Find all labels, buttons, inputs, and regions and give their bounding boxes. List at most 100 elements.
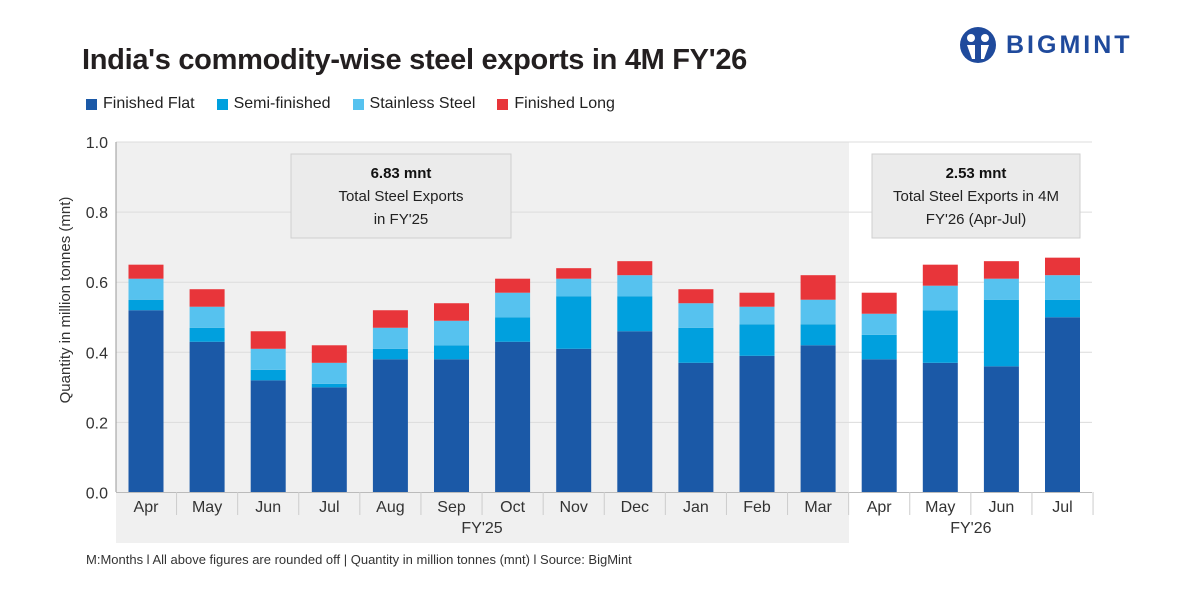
- chart-title: India's commodity-wise steel exports in …: [82, 44, 747, 76]
- bar-segment-finished-flat: [800, 345, 836, 493]
- bar-segment-semi-finished: [495, 317, 531, 342]
- bar-segment-finished-long: [739, 292, 775, 307]
- legend-label: Stainless Steel: [369, 95, 476, 112]
- annotation-line: Total Steel Exports: [338, 188, 463, 205]
- legend-item-finished-long: Finished Long: [497, 95, 615, 113]
- bar-segment-finished-long: [556, 268, 592, 279]
- y-tick-label: 1.0: [86, 135, 108, 152]
- x-group-label: FY'26: [950, 520, 991, 537]
- bar-segment-finished-flat: [434, 359, 469, 493]
- bar-segment-finished-long: [678, 289, 714, 304]
- bar-segment-stainless-steel: [189, 306, 225, 328]
- bar-segment-stainless-steel: [617, 275, 653, 297]
- bar-segment-finished-flat: [922, 362, 958, 493]
- bar-segment-stainless-steel: [983, 278, 1019, 300]
- legend-swatch: [86, 98, 97, 110]
- bar-segment-semi-finished: [189, 327, 225, 342]
- y-tick-label: 0.2: [86, 415, 108, 432]
- bar-segment-finished-flat: [311, 387, 347, 493]
- y-tick-label: 0.6: [86, 275, 108, 292]
- x-tick-label: Jan: [683, 499, 709, 516]
- annotation-line: in FY'25: [374, 211, 429, 228]
- bar-segment-finished-long: [800, 275, 836, 300]
- bar-segment-semi-finished: [678, 327, 714, 363]
- annotation-total: 6.83 mnt: [371, 165, 432, 182]
- bar-segment-finished-long: [189, 289, 225, 307]
- bar-segment-stainless-steel: [922, 285, 958, 311]
- y-tick-label: 0.0: [86, 486, 108, 503]
- bar-segment-semi-finished: [861, 334, 897, 360]
- bar-segment-finished-flat: [372, 359, 408, 493]
- legend-label: Semi-finished: [233, 95, 331, 112]
- x-tick-label: Sep: [437, 499, 466, 516]
- annotation-box: [290, 153, 512, 239]
- x-tick-label: Feb: [743, 499, 771, 516]
- bar-segment-finished-long: [434, 303, 469, 321]
- bar-segment-stainless-steel: [372, 327, 408, 349]
- bar-segment-finished-flat: [678, 362, 714, 493]
- bar-segment-stainless-steel: [861, 313, 897, 335]
- x-tick-label: May: [192, 499, 222, 516]
- x-tick-label: Jul: [1052, 499, 1072, 516]
- bar-segment-stainless-steel: [128, 278, 164, 300]
- x-tick-label: Dec: [621, 499, 649, 516]
- x-tick-label: May: [925, 499, 955, 516]
- x-group-label: FY'25: [461, 520, 502, 537]
- bar-segment-semi-finished: [311, 383, 347, 388]
- bar-segment-finished-flat: [495, 341, 531, 493]
- legend-swatch: [497, 98, 509, 110]
- bar-segment-finished-flat: [617, 331, 653, 493]
- x-tick-label: Apr: [867, 499, 893, 516]
- bar-segment-finished-flat: [1045, 317, 1080, 493]
- y-tick-label: 0.8: [86, 205, 108, 222]
- legend-item-semi-finished: Semi-finished: [216, 95, 331, 113]
- bar-segment-stainless-steel: [311, 362, 347, 384]
- annotation-line: Total Steel Exports in 4M: [893, 188, 1059, 205]
- bar-segment-stainless-steel: [250, 348, 286, 370]
- x-tick-label: Oct: [500, 499, 525, 516]
- bar-segment-finished-long: [617, 261, 653, 276]
- x-tick-label: Jun: [255, 499, 281, 516]
- bar-segment-finished-flat: [250, 380, 286, 493]
- legend-label: Finished Flat: [103, 95, 195, 112]
- bar-segment-finished-long: [311, 345, 347, 363]
- bar-segment-finished-long: [250, 331, 286, 349]
- bar-segment-stainless-steel: [556, 278, 592, 297]
- bar-segment-finished-flat: [128, 310, 164, 493]
- x-tick-label: Mar: [804, 499, 832, 516]
- bar-segment-finished-long: [861, 292, 897, 314]
- bigmint-logo: BIGMINT: [958, 26, 1133, 64]
- annotation-line: FY'26 (Apr-Jul): [926, 211, 1026, 228]
- bar-segment-finished-flat: [861, 359, 897, 493]
- bar-segment-stainless-steel: [1045, 275, 1080, 300]
- x-tick-label: Jun: [989, 499, 1015, 516]
- bar-segment-semi-finished: [1045, 299, 1080, 318]
- bar-segment-finished-flat: [983, 366, 1019, 493]
- y-tick-label: 0.4: [86, 345, 108, 362]
- bar-segment-stainless-steel: [678, 303, 714, 328]
- legend-swatch: [352, 98, 364, 110]
- logo-text: BIGMINT: [1006, 30, 1133, 59]
- bar-segment-stainless-steel: [800, 299, 836, 325]
- bigmint-logo-icon: [960, 27, 996, 63]
- bar-segment-finished-flat: [189, 341, 225, 493]
- bar-segment-stainless-steel: [495, 292, 531, 318]
- x-tick-label: Aug: [376, 499, 404, 516]
- bar-segment-semi-finished: [434, 345, 469, 360]
- annotation-box: [871, 153, 1081, 239]
- bar-segment-finished-long: [372, 310, 408, 328]
- bar-segment-semi-finished: [739, 324, 775, 356]
- bar-segment-finished-long: [1045, 257, 1080, 276]
- legend-label: Finished Long: [514, 95, 615, 112]
- bar-segment-finished-long: [128, 264, 164, 279]
- bar-segment-semi-finished: [800, 324, 836, 346]
- bar-segment-finished-long: [983, 261, 1019, 279]
- x-tick-label: Jul: [319, 499, 339, 516]
- x-tick-label: Nov: [559, 499, 587, 516]
- bar-segment-finished-flat: [556, 348, 592, 493]
- bar-segment-finished-flat: [739, 355, 775, 493]
- bar-segment-stainless-steel: [434, 320, 469, 346]
- chart-legend: Finished Flat Semi-finished Stainless St…: [86, 95, 615, 113]
- bar-segment-finished-long: [922, 264, 958, 286]
